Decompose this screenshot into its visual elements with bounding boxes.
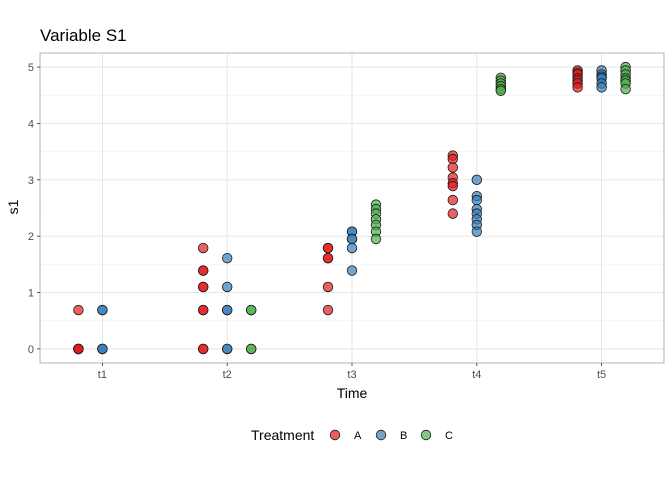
data-point-B	[97, 343, 108, 355]
legend-label-C: C	[445, 430, 453, 442]
x-tick-label: t5	[597, 369, 606, 381]
legend-key-A	[329, 429, 341, 441]
x-tick-label: t4	[472, 369, 481, 381]
y-tick-label: 0	[28, 344, 34, 356]
x-axis: t1 t2 t3 t4 t5	[98, 363, 606, 381]
data-point-B	[346, 265, 358, 276]
data-point-A	[322, 252, 334, 264]
data-point-C	[245, 304, 257, 316]
data-point-A	[197, 242, 209, 254]
data-point-A	[73, 304, 84, 316]
data-point-A	[197, 343, 209, 355]
y-tick-label: 4	[28, 118, 34, 130]
chart-title: Variable S1	[40, 26, 127, 45]
data-point-A	[322, 242, 334, 254]
data-point-A	[447, 208, 459, 219]
legend-label-B: B	[400, 430, 407, 442]
data-point-C	[620, 83, 631, 95]
data-points	[73, 61, 631, 355]
data-point-C	[495, 85, 507, 96]
data-point-B	[221, 304, 233, 316]
data-point-A	[322, 304, 334, 316]
x-tick-label: t3	[347, 369, 356, 381]
data-point-A	[197, 281, 209, 293]
legend: Treatment A B C	[251, 427, 453, 443]
legend-title: Treatment	[251, 427, 314, 443]
x-tick-label: t2	[223, 369, 232, 381]
data-point-A	[197, 304, 209, 316]
y-tick-label: 3	[28, 175, 34, 187]
legend-label-A: A	[354, 430, 362, 442]
data-point-B	[471, 174, 483, 186]
y-tick-label: 5	[28, 62, 34, 74]
data-point-B	[221, 252, 233, 264]
data-point-B	[346, 233, 358, 245]
data-point-A	[447, 162, 459, 173]
legend-key-C	[420, 429, 432, 441]
data-point-C	[245, 343, 257, 355]
grid	[40, 53, 664, 363]
data-point-A	[572, 82, 583, 93]
x-tick-label: t1	[98, 369, 107, 381]
data-point-B	[596, 82, 607, 93]
data-point-B	[221, 343, 233, 355]
data-point-C	[370, 233, 382, 245]
legend-key-B	[375, 429, 387, 441]
data-point-B	[471, 226, 483, 237]
data-point-B	[471, 194, 483, 206]
y-tick-label: 1	[28, 288, 34, 300]
data-point-A	[197, 265, 209, 276]
data-point-A	[447, 194, 459, 206]
data-point-B	[97, 304, 108, 316]
y-tick-label: 2	[28, 231, 34, 243]
data-point-B	[221, 281, 233, 293]
x-axis-title: Time	[337, 385, 368, 401]
data-point-B	[346, 242, 358, 254]
data-point-A	[73, 343, 84, 355]
data-point-A	[447, 180, 459, 192]
y-axis-title: s1	[5, 199, 21, 214]
y-axis: 0 1 2 3 4 5	[28, 62, 40, 356]
data-point-A	[322, 281, 334, 293]
